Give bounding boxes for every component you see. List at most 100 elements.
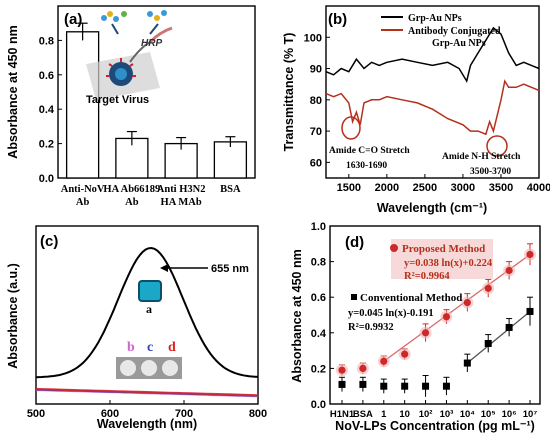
d-xtick-label: H1N1: [330, 409, 355, 420]
well-a-label: a: [146, 302, 152, 316]
d-point-conventional: [338, 380, 346, 388]
b-xtick-label: 3000: [451, 182, 475, 194]
d-point-proposed: [463, 298, 471, 307]
d-point-conventional: [505, 323, 513, 331]
d-xtick-label: 1: [381, 409, 387, 420]
amide-nh-label: Amide N-H Stretch: [442, 152, 521, 162]
panel-d: (d) Absorbance at 450 nm NoV-LPs Concent…: [290, 221, 541, 433]
panel-b-label: (b): [328, 11, 347, 28]
d-point-conventional: [484, 339, 492, 347]
d-ytick-label: 0.8: [311, 257, 326, 269]
d-point-conventional: [422, 382, 430, 390]
panel-a-frame: [57, 5, 256, 179]
d-fit-conventional: [466, 310, 531, 364]
c-xtick-label: 800: [249, 408, 267, 420]
well-d-label: d: [168, 340, 176, 355]
d-point-conventional: [442, 382, 450, 390]
a-category-label: HA MAb: [161, 197, 202, 208]
panel-b: (b) Transmittance (% T) Wavelength (cm⁻¹…: [282, 5, 550, 215]
d-ytick-label: 0.0: [311, 399, 326, 411]
a-category-label: Ab: [76, 197, 90, 208]
b-xtick-label: 2000: [375, 182, 399, 194]
well-b-label: b: [127, 340, 135, 355]
c-series-d: [35, 387, 259, 397]
a-bar: [213, 141, 248, 179]
b-series-antibody-conjugated: [325, 79, 540, 136]
conventional-equation: y=0.045 ln(x)-0.191: [348, 308, 434, 319]
panel-d-label: (d): [345, 234, 364, 251]
b-xtick-label: 1500: [337, 182, 361, 194]
d-point-proposed: [505, 266, 513, 275]
d-xtick-label: 10⁷: [523, 409, 538, 420]
panel-b-xlabel: Wavelength (cm⁻¹): [377, 201, 487, 215]
d-ytick-label: 0.6: [311, 292, 326, 304]
c-series-a: [35, 246, 259, 379]
a-ytick-label: 0.4: [39, 104, 55, 116]
panel-b-ylabel: Transmittance (% T): [282, 33, 296, 152]
a-category-label: HA Ab66189: [103, 184, 160, 195]
legend-conventional: Conventional Method: [360, 292, 462, 304]
legend-proposed: Proposed Method: [402, 243, 485, 255]
b-xtick-label: 3500: [489, 182, 513, 194]
well-c-label: c: [147, 340, 153, 355]
d-point-proposed: [421, 329, 430, 337]
d-ytick-label: 1.0: [311, 221, 326, 233]
a-ytick-label: 0.8: [39, 35, 54, 47]
conventional-r2: R²=0.9932: [348, 322, 394, 333]
b-xtick-label: 4000: [527, 182, 550, 194]
d-ytick-label: 0.4: [311, 328, 327, 340]
a-ytick-label: 0.2: [39, 139, 54, 151]
amide-co-range: 1630-1690: [346, 161, 387, 171]
a-category-label: Anti H3N2: [157, 184, 206, 195]
d-xtick-label: 10⁴: [460, 409, 476, 420]
b-xtick-label: 2500: [413, 182, 437, 194]
well-c: [141, 360, 157, 376]
d-point-proposed: [380, 357, 388, 365]
d-point-conventional: [401, 382, 409, 390]
proposed-equation: y=0.038 ln(x)+0.224: [404, 258, 493, 269]
a-category-label: BSA: [220, 184, 241, 195]
target-virus-label: Target Virus: [86, 94, 149, 106]
panel-c-xlabel: Wavelength (nm): [97, 417, 197, 431]
b-ytick-label: 100: [304, 32, 322, 44]
a-ytick-label: 0.0: [39, 173, 54, 185]
d-xtick-label: 10⁵: [481, 409, 496, 420]
panel-b-legend: Grp-Au NPs Antibody Conjugated Grp-Au NP…: [381, 13, 501, 49]
target-virus-illustration: HRP Target Virus: [86, 10, 173, 106]
d-point-conventional: [359, 380, 367, 388]
a-category-label: Anti-NoV: [61, 184, 105, 195]
panel-d-ylabel: Absorbance at 450 nm: [290, 249, 304, 382]
amide-nh-range: 3500-3700: [470, 167, 511, 177]
peak-arrowhead: [160, 264, 168, 272]
legend-antibody-conjugated-2: Grp-Au NPs: [432, 38, 486, 49]
panel-d-frame: [329, 225, 541, 405]
d-point-proposed: [359, 364, 367, 372]
panel-d-legend: Proposed Method y=0.038 ln(x)+0.224 R²=0…: [348, 239, 493, 333]
well-d: [162, 360, 178, 376]
d-xtick-label: 10²: [419, 409, 433, 420]
d-point-proposed: [401, 350, 409, 358]
d-point-conventional: [526, 307, 534, 315]
amide-nh-circle: [486, 135, 508, 157]
well-a: [138, 280, 162, 302]
b-ytick-label: 70: [310, 126, 322, 138]
d-point-proposed: [442, 313, 451, 321]
panel-c-label: (c): [40, 233, 58, 250]
c-xtick-label: 500: [27, 408, 45, 420]
c-xtick-label: 700: [175, 408, 193, 420]
panel-c-ylabel: Absorbance (a.u.): [6, 263, 20, 369]
amide-co-label: Amide C=O Stretch: [329, 146, 410, 156]
panel-a-label: (a): [64, 11, 82, 28]
d-point-proposed: [484, 284, 492, 292]
d-point-conventional: [380, 382, 388, 390]
hrp-label: HRP: [141, 38, 162, 49]
panel-c: (c) Absorbance (a.u.) Wavelength (nm) 50…: [6, 225, 267, 431]
d-point-proposed: [338, 366, 346, 374]
a-ytick-label: 0.6: [39, 70, 54, 82]
legend-grp-au: Grp-Au NPs: [408, 13, 462, 24]
peak-label: 655 nm: [211, 263, 249, 275]
c-xtick-label: 600: [101, 408, 119, 420]
panel-b-frame: [325, 5, 540, 179]
b-ytick-label: 90: [310, 64, 322, 76]
legend-conventional-marker: [351, 294, 357, 300]
